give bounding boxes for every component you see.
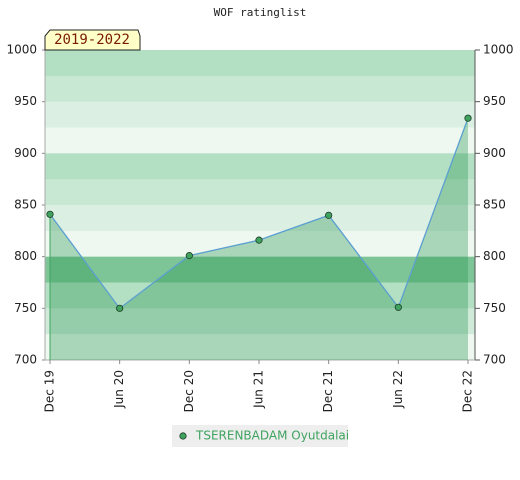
legend-marker xyxy=(179,432,187,440)
y2-tick-label: 750 xyxy=(483,301,506,315)
marker xyxy=(325,211,333,219)
x-tick-label: Dec 21 xyxy=(321,370,335,412)
y2-tick-label: 900 xyxy=(483,146,506,160)
y2-tick-label: 700 xyxy=(483,353,506,367)
background-band xyxy=(45,205,475,232)
background-band xyxy=(45,50,475,77)
legend-box xyxy=(172,425,348,447)
y-tick-label: 750 xyxy=(14,301,37,315)
background-band xyxy=(45,75,475,103)
marker xyxy=(394,303,402,311)
y-tick-label: 1000 xyxy=(6,43,37,57)
marker xyxy=(116,304,124,312)
x-tick-label: Jun 20 xyxy=(112,370,126,409)
y-tick-label: 900 xyxy=(14,146,37,160)
y-tick-label: 700 xyxy=(14,353,37,367)
background-band xyxy=(45,308,475,335)
marker xyxy=(255,236,263,244)
x-tick-label: Dec 19 xyxy=(43,370,57,412)
x-tick-label: Dec 20 xyxy=(182,370,196,412)
y2-tick-label: 950 xyxy=(483,94,506,108)
background-band xyxy=(45,230,475,258)
background-band xyxy=(45,153,475,180)
badge-text: 2019-2022 xyxy=(54,32,130,48)
legend-label: TSERENBADAM Oyutdalai xyxy=(195,429,349,443)
badge-box xyxy=(44,29,141,51)
marker xyxy=(464,114,472,122)
x-tick-label: Dec 22 xyxy=(461,370,475,412)
area xyxy=(50,118,468,360)
y-tick-label: 950 xyxy=(14,94,37,108)
y2-tick-label: 800 xyxy=(483,249,506,263)
y-tick-label: 800 xyxy=(14,249,37,263)
background-band xyxy=(45,101,475,128)
y2-tick-label: 1000 xyxy=(483,43,514,57)
x-tick-label: Jun 22 xyxy=(391,370,405,409)
background-band xyxy=(45,256,475,283)
y2-tick-label: 850 xyxy=(483,198,506,212)
marker xyxy=(46,210,54,218)
background-band xyxy=(45,179,475,206)
background-band xyxy=(45,127,475,154)
chart-title: WOF ratinglist xyxy=(214,6,307,19)
marker xyxy=(185,252,193,260)
x-tick-label: Jun 21 xyxy=(252,370,266,409)
y-tick-label: 850 xyxy=(14,198,37,212)
background-band xyxy=(45,334,475,361)
